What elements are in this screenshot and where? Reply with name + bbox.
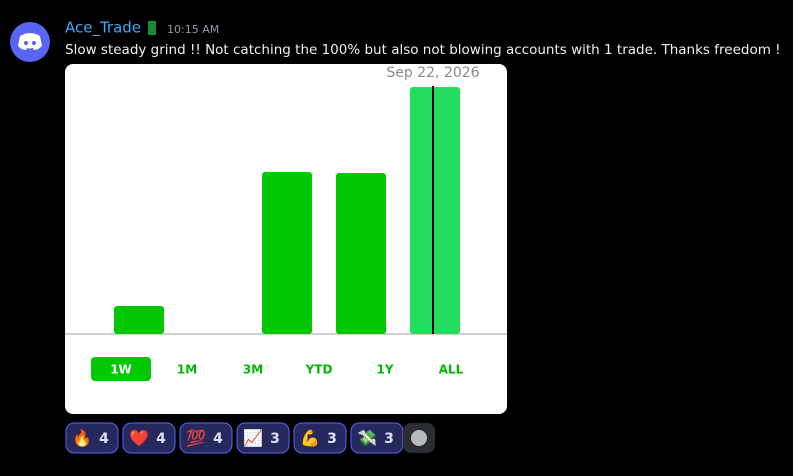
period-button[interactable]: 1W bbox=[110, 363, 132, 377]
avatar-eye bbox=[32, 41, 36, 45]
period-button[interactable]: 3M bbox=[243, 363, 263, 377]
reaction-count: 4 bbox=[156, 431, 166, 447]
reaction[interactable] bbox=[122, 422, 176, 454]
reaction-count: 3 bbox=[327, 431, 337, 447]
period-button[interactable]: ALL bbox=[439, 363, 464, 377]
reaction[interactable] bbox=[65, 422, 119, 454]
reaction-emoji: 💯 bbox=[186, 429, 206, 448]
bar bbox=[336, 173, 386, 334]
period-button[interactable]: 1Y bbox=[376, 363, 393, 377]
period-button[interactable]: YTD bbox=[305, 363, 333, 377]
reaction-emoji: 🔥 bbox=[72, 429, 92, 448]
avatar-eye bbox=[24, 41, 28, 45]
reaction[interactable] bbox=[236, 422, 290, 454]
reaction-count: 3 bbox=[270, 431, 280, 447]
reaction-emoji: 💸 bbox=[357, 429, 377, 448]
author-name[interactable]: Ace_Trade bbox=[65, 19, 141, 38]
reaction-emoji: 💪 bbox=[300, 429, 320, 448]
reaction-count: 3 bbox=[384, 431, 394, 447]
reaction[interactable] bbox=[293, 422, 347, 454]
period-selected bbox=[91, 357, 151, 381]
bar bbox=[410, 87, 460, 334]
add-reaction-icon bbox=[411, 430, 427, 446]
message-text: Slow steady grind !! Not catching the 10… bbox=[65, 42, 781, 58]
reaction[interactable] bbox=[179, 422, 233, 454]
role-icon bbox=[148, 21, 156, 35]
avatar-logo bbox=[18, 33, 42, 50]
period-button[interactable]: 1M bbox=[177, 363, 197, 377]
bar bbox=[262, 172, 312, 334]
date-label: Sep 22, 2026 bbox=[386, 65, 479, 81]
reaction-count: 4 bbox=[99, 431, 109, 447]
reaction-emoji: 📈 bbox=[243, 429, 263, 448]
reaction-emoji: ❤️ bbox=[129, 429, 149, 448]
reaction-count: 4 bbox=[213, 431, 223, 447]
timestamp: 10:15 AM bbox=[167, 23, 219, 36]
bar bbox=[114, 306, 164, 334]
